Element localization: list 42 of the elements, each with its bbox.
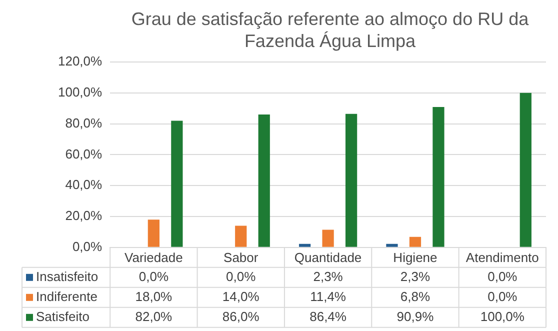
x-tick-label: Sabor xyxy=(224,250,259,265)
data-label: 14,0% xyxy=(222,288,260,304)
y-tick-label: 80,0% xyxy=(65,115,103,130)
legend-label: Satisfeito xyxy=(36,308,90,324)
bar xyxy=(148,220,160,247)
data-label: 82,0% xyxy=(135,308,173,324)
y-tick-label: 40,0% xyxy=(65,177,103,192)
legend-label: Insatisfeito xyxy=(36,268,98,284)
data-label: 18,0% xyxy=(135,288,173,304)
data-label: 11,4% xyxy=(310,288,346,304)
x-tick-label: Atendimento xyxy=(466,250,539,265)
y-tick-label: 60,0% xyxy=(65,146,103,162)
bar xyxy=(235,226,247,247)
data-label: 0,0% xyxy=(226,268,256,284)
y-tick-label: 20,0% xyxy=(65,208,103,224)
bar xyxy=(258,114,270,247)
bar xyxy=(409,236,422,247)
bar xyxy=(322,230,334,247)
bar xyxy=(520,92,532,247)
y-tick-label: 0,0% xyxy=(72,238,103,254)
data-label: 100,0% xyxy=(480,308,525,324)
bar xyxy=(298,244,311,247)
data-label: 0,0% xyxy=(488,288,518,304)
data-label: 2,3% xyxy=(400,268,430,284)
x-tick-label: Variedade xyxy=(124,250,183,265)
chart-title: Grau de satisfação referente ao almoço do RU da Fazenda Água Limpa xyxy=(130,8,530,52)
data-label: 86,0% xyxy=(222,308,260,324)
bar xyxy=(432,106,444,247)
y-tick-label: 100,0% xyxy=(58,84,103,100)
data-label: 90,9% xyxy=(396,308,434,324)
bar xyxy=(386,244,398,247)
data-label: 86,4% xyxy=(310,308,347,324)
data-label: 2,3% xyxy=(313,268,344,284)
y-tick-label: 120,0% xyxy=(58,54,103,69)
legend-label: Indiferente xyxy=(36,288,98,304)
data-label: 0,0% xyxy=(138,268,169,284)
data-label: 6,8% xyxy=(400,288,430,304)
bar xyxy=(171,120,183,247)
data-label: 0,0% xyxy=(488,268,518,284)
bar xyxy=(345,114,358,247)
x-tick-label: Quantidade xyxy=(294,250,362,265)
x-tick-label: Higiene xyxy=(393,250,438,265)
